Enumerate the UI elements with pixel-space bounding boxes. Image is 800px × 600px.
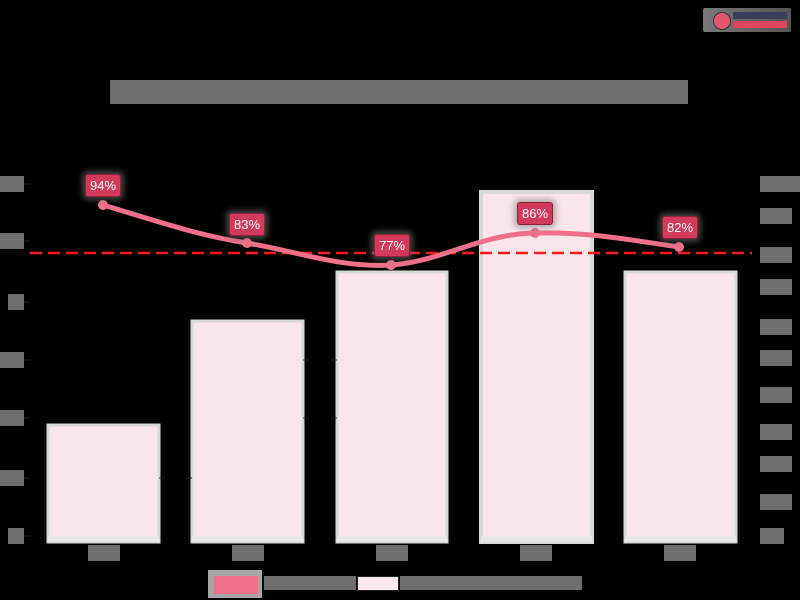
logo-text (733, 21, 787, 28)
data-label: 82% (662, 216, 699, 239)
logo-mark-icon (713, 12, 731, 30)
data-point[interactable] (242, 238, 252, 248)
bar[interactable] (190, 319, 305, 544)
left-axis-tick-label (8, 294, 24, 310)
right-axis-tick-label (760, 279, 792, 295)
right-axis-tick-label (760, 387, 792, 403)
right-axis-tick-label (760, 208, 792, 224)
bar[interactable] (335, 270, 449, 544)
legend-label[interactable]: [obscured] (400, 576, 582, 590)
right-axis-tick-label (760, 528, 784, 544)
x-axis-tick-label: [obscured] (376, 545, 408, 561)
right-axis-tick-label (760, 494, 792, 510)
line-markers (98, 200, 684, 270)
bar[interactable] (479, 190, 594, 544)
data-point[interactable] (530, 228, 540, 238)
logo-text (733, 12, 787, 19)
x-axis-tick-label: [obscured] (520, 545, 552, 561)
bar[interactable] (623, 270, 738, 544)
data-label: 83% (229, 213, 266, 236)
left-axis-tick-label (0, 470, 24, 486)
x-axis-tick-label: [obscured] (88, 545, 120, 561)
chart-title: [obscured title text] (110, 80, 688, 104)
data-point[interactable] (98, 200, 108, 210)
left-axis-tick-label (0, 352, 24, 368)
left-axis-tick-label (0, 410, 24, 426)
right-axis-tick-label (760, 319, 792, 335)
data-point[interactable] (674, 242, 684, 252)
data-label: 94% (85, 174, 122, 197)
bar[interactable] (46, 423, 161, 544)
legend-swatch-line[interactable] (208, 570, 262, 598)
x-axis-tick-label: [obscured] (664, 545, 696, 561)
right-axis-tick-label (760, 176, 800, 192)
legend-swatch-bar[interactable] (357, 576, 399, 591)
right-axis-tick-label (760, 456, 792, 472)
left-axis-tick-label (0, 176, 24, 192)
data-label: 86% (517, 202, 554, 225)
x-axis-tick-label: [obscured] (232, 545, 264, 561)
legend-label[interactable]: [obscured] (264, 576, 356, 590)
site-logo (703, 8, 791, 32)
right-axis-tick-label (760, 424, 792, 440)
left-axis-tick-label (8, 528, 24, 544)
right-axis-tick-label (760, 350, 792, 366)
data-label: 77% (374, 234, 411, 257)
data-point[interactable] (386, 260, 396, 270)
bar-series (46, 190, 738, 544)
left-axis-tick-label (0, 233, 24, 249)
right-axis-tick-label (760, 247, 792, 263)
